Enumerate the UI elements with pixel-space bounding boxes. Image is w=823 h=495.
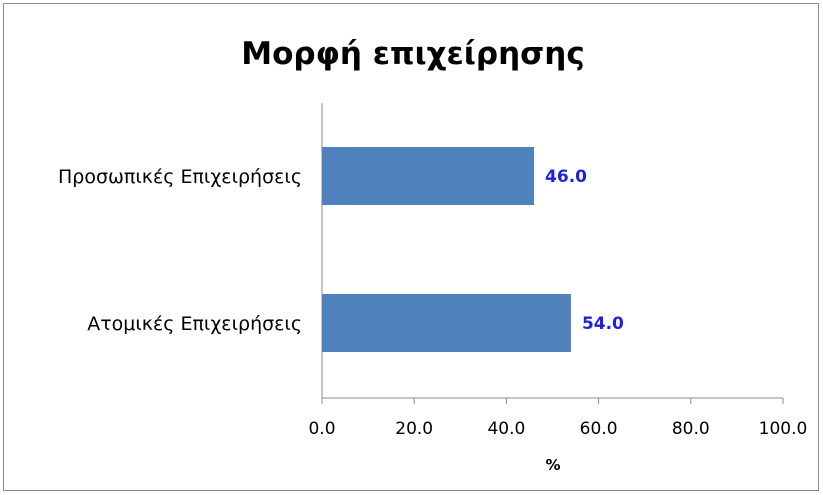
x-tick-label-6: 100.0 — [759, 419, 808, 439]
x-tick-label-1: 0.0 — [308, 419, 335, 439]
x-tick-label-4: 60.0 — [580, 419, 618, 439]
x-tick-label-2: 20.0 — [395, 419, 433, 439]
chart-frame — [3, 3, 819, 491]
x-axis-label: % — [545, 456, 560, 474]
chart-title: Μορφή επιχείρησης — [241, 36, 584, 72]
category-label-1: Προσωπικές Επιχειρήσεις — [58, 166, 302, 188]
x-tick-label-5: 80.0 — [672, 419, 710, 439]
data-label-2: 54.0 — [582, 314, 624, 334]
category-label-2: Ατομικές Επιχειρήσεις — [87, 313, 302, 335]
data-label-1: 46.0 — [545, 167, 587, 187]
bar-1 — [322, 147, 535, 205]
x-tick-label-3: 40.0 — [487, 419, 525, 439]
bar-2 — [322, 294, 571, 352]
